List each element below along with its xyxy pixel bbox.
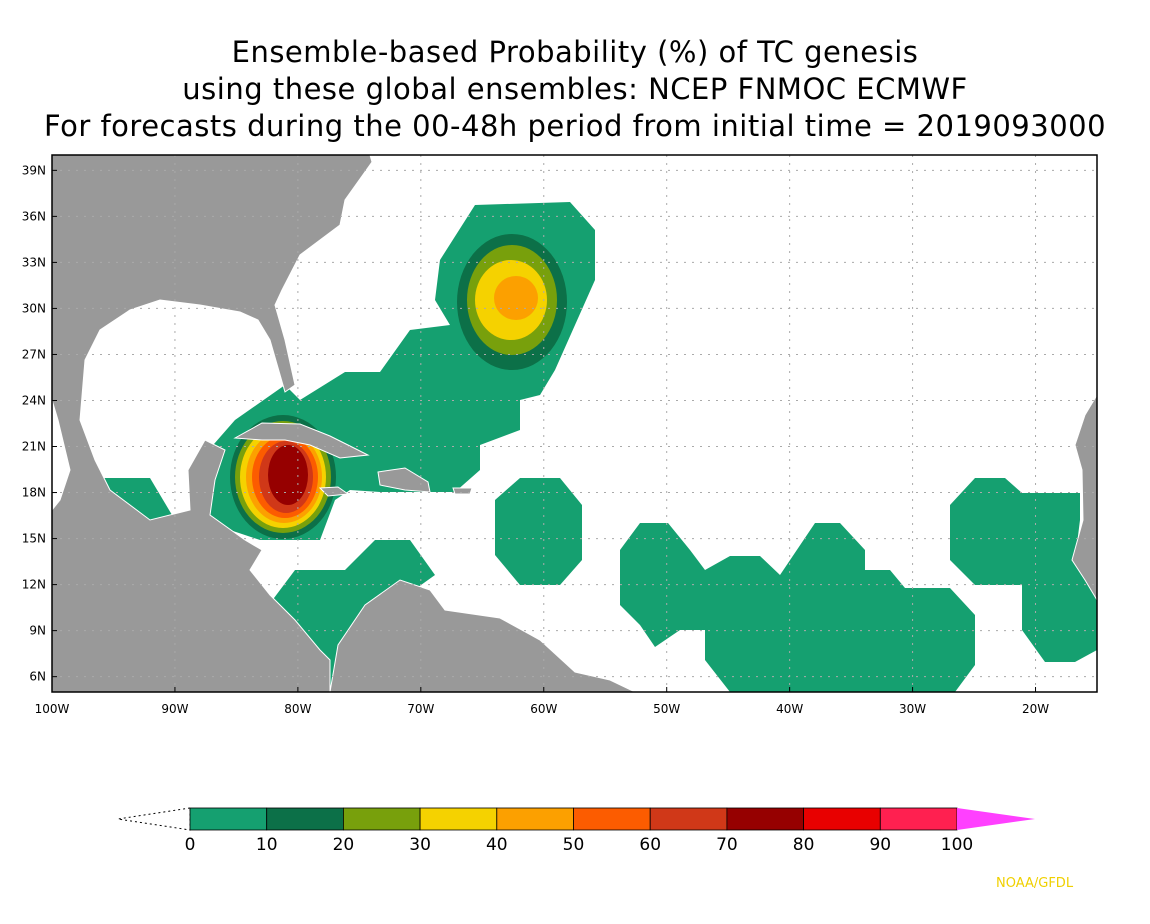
jamaica [318, 486, 350, 497]
north-america [52, 155, 373, 692]
lat-label: 6N [29, 670, 46, 684]
title-line-3: For forecasts during the 00-48h period f… [43, 109, 1107, 143]
map-frame [51, 154, 1098, 693]
genesis-contours-caribbean [230, 415, 336, 539]
colorbar-label: 10 [256, 835, 278, 855]
lat-label: 33N [22, 255, 46, 269]
colorbar-swatch [496, 807, 574, 831]
lat-label: 12N [22, 578, 46, 592]
colorbar-under-arrow [117, 807, 191, 831]
lat-label: 21N [22, 440, 46, 454]
lat-label: 9N [29, 624, 46, 638]
colorbar-swatch [879, 807, 958, 831]
lat-label: 30N [22, 301, 46, 315]
colorbar-label: 20 [333, 835, 355, 855]
south-america [329, 579, 636, 692]
title-line-2: using these global ensembles: NCEP FNMOC… [182, 72, 968, 106]
colorbar: 0 10 20 30 40 50 60 70 80 90 100 [117, 807, 1035, 855]
hispaniola [377, 467, 431, 493]
colorbar-swatch [726, 807, 805, 831]
lat-label: 36N [22, 209, 46, 223]
prob-area-east-chain [620, 523, 975, 692]
lon-label: 100W [35, 702, 70, 716]
lat-label: 27N [22, 347, 46, 361]
land [52, 155, 1097, 692]
colorbar-swatch [342, 807, 421, 831]
gridlines [52, 155, 1097, 692]
colorbar-label: 40 [486, 835, 508, 855]
prob-area-mid-atlantic [495, 478, 582, 585]
colorbar-swatch [419, 807, 498, 831]
lat-label: 15N [22, 532, 46, 546]
colorbar-swatch [803, 807, 881, 831]
colorbar-label: 0 [185, 835, 196, 855]
colorbar-label: 30 [409, 835, 431, 855]
lat-label: 18N [22, 486, 46, 500]
map-axes: 39N 36N 33N 30N 27N 24N 21N 18N 15N 12N 9N 6N 100W 90… [22, 163, 1049, 716]
lon-label: 60W [530, 702, 557, 716]
colorbar-label: 100 [941, 835, 973, 855]
lon-label: 80W [284, 702, 311, 716]
genesis-contours-north [457, 234, 567, 370]
colorbar-swatch [573, 807, 651, 831]
colorbar-label: 90 [869, 835, 891, 855]
puerto-rico [452, 487, 473, 495]
lon-label: 20W [1022, 702, 1049, 716]
lat-label: 39N [22, 163, 46, 177]
lat-label: 24N [22, 393, 46, 407]
colorbar-swatch [649, 807, 728, 831]
cuba [233, 422, 370, 459]
colorbar-swatch [266, 807, 344, 831]
lon-label: 30W [899, 702, 926, 716]
colorbar-label: 50 [563, 835, 585, 855]
lon-label: 40W [776, 702, 803, 716]
lon-label: 90W [161, 702, 188, 716]
colorbar-over-arrow [957, 808, 1035, 830]
lon-label: 50W [653, 702, 680, 716]
title-line-1: Ensemble-based Probability (%) of TC gen… [231, 35, 919, 69]
colorbar-label: 70 [716, 835, 738, 855]
lon-label: 70W [407, 702, 434, 716]
prob-area-east-atlantic [950, 478, 1097, 662]
africa [1071, 394, 1097, 601]
colorbar-swatch [189, 807, 268, 831]
credit-label: NOAA/GFDL [996, 876, 1074, 891]
colorbar-label: 60 [639, 835, 661, 855]
colorbar-label: 80 [793, 835, 815, 855]
